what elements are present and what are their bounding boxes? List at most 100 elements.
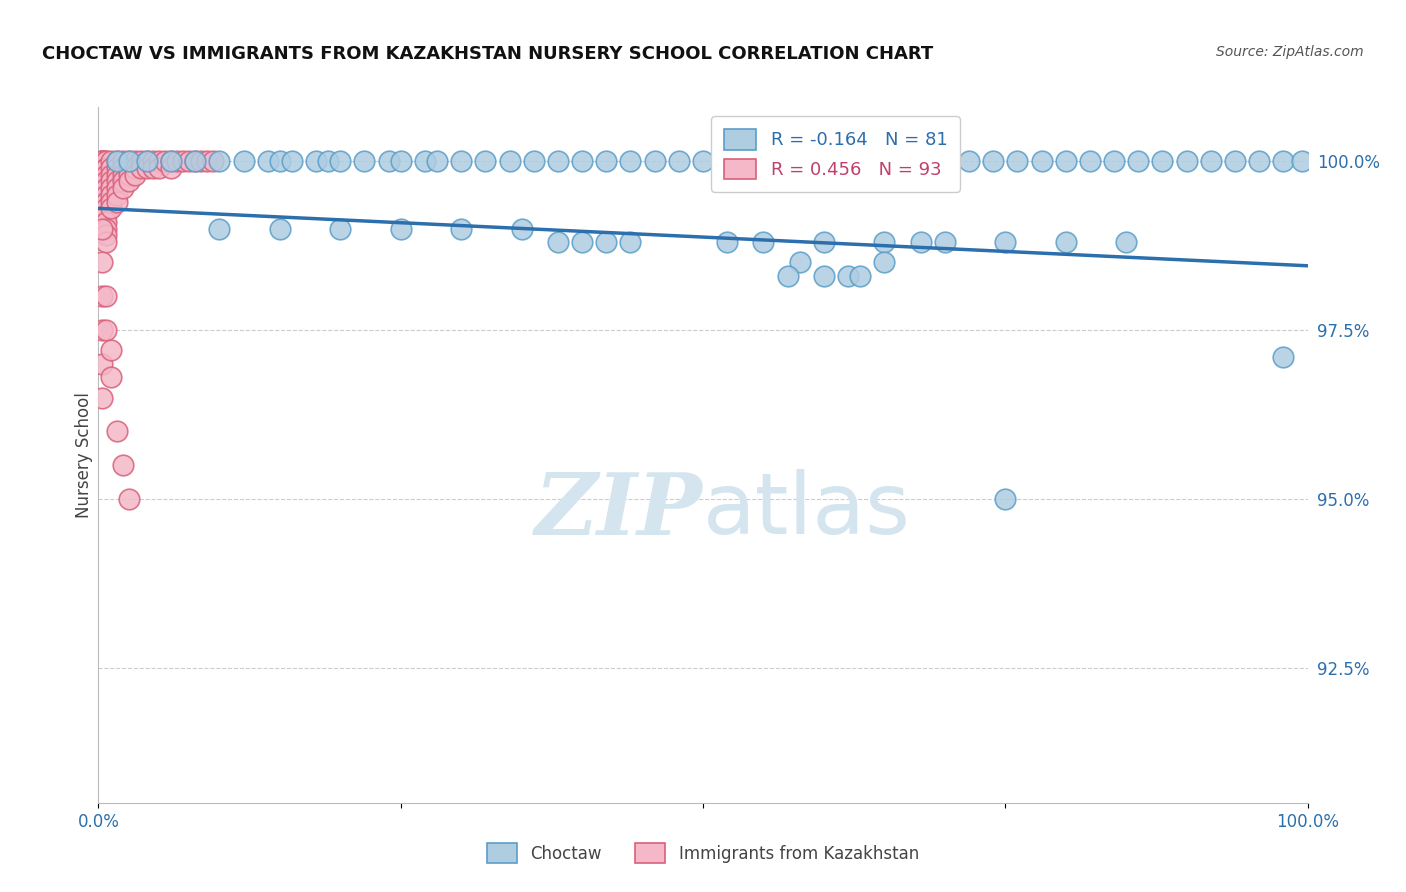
- Point: [135, 154, 157, 169]
- Point: [934, 154, 956, 169]
- Point: [91, 391, 114, 405]
- Point: [94, 208, 117, 222]
- Point: [269, 221, 291, 235]
- Point: [353, 154, 375, 169]
- Point: [91, 187, 114, 202]
- Point: [1031, 154, 1053, 169]
- Text: Source: ZipAtlas.com: Source: ZipAtlas.com: [1216, 45, 1364, 59]
- Point: [118, 174, 141, 188]
- Y-axis label: Nursery School: Nursery School: [75, 392, 93, 518]
- Point: [111, 154, 134, 169]
- Point: [94, 154, 117, 169]
- Point: [142, 154, 165, 169]
- Point: [91, 181, 114, 195]
- Point: [873, 235, 896, 249]
- Point: [100, 174, 122, 188]
- Point: [100, 181, 122, 195]
- Point: [740, 154, 762, 169]
- Point: [94, 161, 117, 175]
- Point: [91, 194, 114, 209]
- Point: [849, 268, 872, 283]
- Point: [190, 154, 212, 169]
- Point: [776, 268, 799, 283]
- Point: [994, 491, 1017, 506]
- Point: [837, 268, 859, 283]
- Point: [100, 343, 122, 358]
- Point: [105, 161, 128, 175]
- Point: [91, 323, 114, 337]
- Point: [716, 235, 738, 249]
- Point: [208, 221, 231, 235]
- Point: [752, 235, 775, 249]
- Point: [91, 154, 114, 169]
- Text: atlas: atlas: [703, 469, 911, 552]
- Point: [873, 255, 896, 269]
- Point: [94, 181, 117, 195]
- Point: [124, 154, 146, 169]
- Point: [195, 154, 218, 169]
- Point: [129, 154, 152, 169]
- Point: [111, 174, 134, 188]
- Point: [1175, 154, 1198, 169]
- Point: [837, 154, 859, 169]
- Point: [91, 255, 114, 269]
- Point: [94, 235, 117, 249]
- Point: [1007, 154, 1029, 169]
- Point: [644, 154, 666, 169]
- Point: [886, 154, 908, 169]
- Point: [94, 221, 117, 235]
- Point: [91, 161, 114, 175]
- Point: [105, 424, 128, 438]
- Point: [91, 208, 114, 222]
- Point: [118, 168, 141, 182]
- Point: [571, 154, 593, 169]
- Point: [1249, 154, 1271, 169]
- Text: CHOCTAW VS IMMIGRANTS FROM KAZAKHSTAN NURSERY SCHOOL CORRELATION CHART: CHOCTAW VS IMMIGRANTS FROM KAZAKHSTAN NU…: [42, 45, 934, 62]
- Point: [105, 194, 128, 209]
- Point: [957, 154, 980, 169]
- Point: [118, 154, 141, 169]
- Point: [1054, 154, 1077, 169]
- Point: [111, 168, 134, 182]
- Point: [668, 154, 690, 169]
- Point: [166, 154, 188, 169]
- Point: [813, 154, 835, 169]
- Point: [305, 154, 328, 169]
- Point: [184, 154, 207, 169]
- Point: [1054, 235, 1077, 249]
- Point: [91, 194, 114, 209]
- Point: [105, 174, 128, 188]
- Point: [91, 154, 114, 169]
- Point: [232, 154, 254, 169]
- Point: [316, 154, 339, 169]
- Point: [153, 154, 176, 169]
- Point: [94, 194, 117, 209]
- Point: [789, 154, 811, 169]
- Point: [100, 187, 122, 202]
- Point: [148, 154, 170, 169]
- Point: [413, 154, 436, 169]
- Point: [94, 168, 117, 182]
- Point: [91, 154, 114, 169]
- Point: [135, 154, 157, 169]
- Point: [94, 323, 117, 337]
- Point: [474, 154, 496, 169]
- Point: [692, 154, 714, 169]
- Point: [91, 174, 114, 188]
- Point: [94, 161, 117, 175]
- Point: [595, 154, 617, 169]
- Point: [619, 235, 641, 249]
- Point: [547, 235, 569, 249]
- Point: [1199, 154, 1222, 169]
- Point: [94, 187, 117, 202]
- Point: [1078, 154, 1101, 169]
- Point: [523, 154, 546, 169]
- Point: [91, 174, 114, 188]
- Point: [118, 491, 141, 506]
- Point: [100, 161, 122, 175]
- Point: [571, 235, 593, 249]
- Point: [1291, 154, 1313, 169]
- Point: [135, 161, 157, 175]
- Point: [934, 235, 956, 249]
- Point: [281, 154, 304, 169]
